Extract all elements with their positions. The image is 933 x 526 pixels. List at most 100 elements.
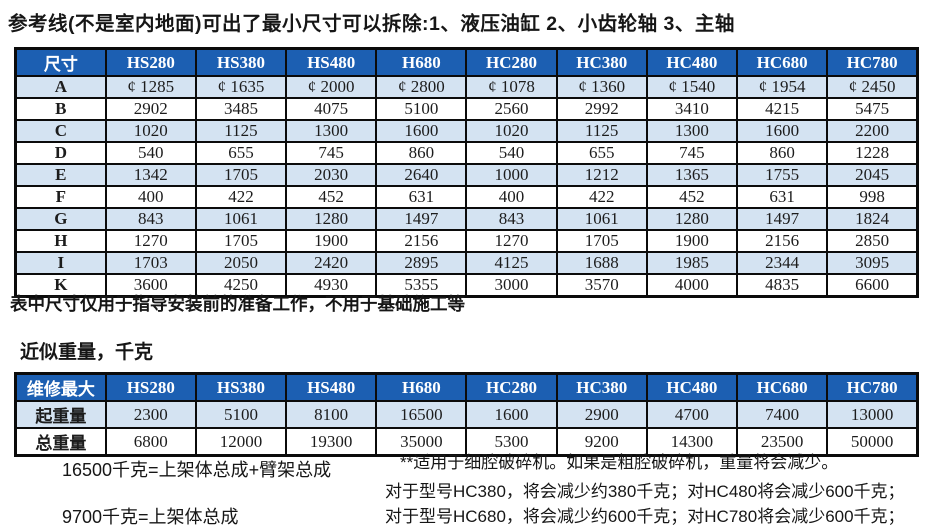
table-cell: 4930: [285, 273, 378, 298]
row-label: 起重量: [14, 400, 107, 429]
row-label: B: [14, 97, 107, 121]
table-cell: 400: [465, 185, 558, 209]
weights-heading: 近似重量，千克: [20, 342, 154, 363]
table-cell: 860: [375, 141, 468, 165]
table-cell: 4075: [285, 97, 378, 121]
footnote-right-line-3: 对于型号HC680，将会减少约600千克；对HC780将会减少600千克；: [385, 507, 905, 526]
table-cell: 14300: [645, 427, 739, 457]
table-cell: 860: [735, 141, 829, 165]
row-label: I: [14, 251, 107, 275]
column-header: HS280: [104, 372, 197, 402]
table-row: 总重量 6800 12000 19300 35000 5300 9200 14300 23500…: [14, 427, 919, 457]
table-cell: 1600: [735, 119, 829, 143]
table-cell: 745: [285, 141, 378, 165]
column-header: HS480: [285, 372, 378, 402]
table-cell: 19300: [285, 427, 378, 457]
column-header: HC780: [826, 47, 919, 77]
row-label: 总重量: [14, 427, 107, 457]
table-cell: 1703: [104, 251, 197, 275]
table-cell: 1824: [826, 207, 919, 231]
table-cell: 843: [465, 207, 558, 231]
row-label: K: [14, 273, 107, 298]
table-cell: 1020: [104, 119, 197, 143]
table-cell: 2902: [104, 97, 197, 121]
corner-header: 尺寸: [14, 47, 107, 77]
table-cell: ¢ 1954: [735, 75, 829, 99]
table-cell: 2200: [826, 119, 919, 143]
table-cell: 1497: [735, 207, 829, 231]
table-cell: 6800: [104, 427, 197, 457]
table-cell: 1125: [555, 119, 648, 143]
table-cell: 4125: [465, 251, 558, 275]
table-cell: 422: [555, 185, 648, 209]
table-cell: ¢ 1078: [465, 75, 558, 99]
table-cell: 12000: [194, 427, 288, 457]
dimensions-header-row: 尺寸 HS280 HS380 HS480 H680 HC280 HC380 HC480 HC68…: [14, 47, 919, 77]
table-cell: 1280: [285, 207, 378, 231]
table-cell: 400: [104, 185, 197, 209]
table-cell: 2900: [555, 400, 648, 429]
table-cell: 5355: [375, 273, 468, 298]
table-cell: 1270: [104, 229, 197, 253]
column-header: HC480: [645, 372, 739, 402]
table-cell: 1705: [555, 229, 648, 253]
table-row: G 843 1061 1280 1497 843 1061 1280 1497 1824: [14, 207, 919, 231]
table-cell: 8100: [285, 400, 378, 429]
table-cell: 1212: [555, 163, 648, 187]
table-row: C 1020 1125 1300 1600 1020 1125 1300 1600 2200: [14, 119, 919, 143]
corner-header: 维修最大: [14, 372, 107, 402]
table-cell: 2560: [465, 97, 558, 121]
table-cell: 2895: [375, 251, 468, 275]
table-cell: 1688: [555, 251, 648, 275]
table-row: 起重量 2300 5100 8100 16500 1600 2900 4700 7400 1300…: [14, 400, 919, 429]
footnote-left-line-2: 9700千克=上架体总成: [62, 507, 239, 526]
table-cell: 5300: [465, 427, 558, 457]
table-cell: 1755: [735, 163, 829, 187]
table-cell: 1000: [465, 163, 558, 187]
row-label: C: [14, 119, 107, 143]
column-header: H680: [375, 372, 468, 402]
column-header: H680: [375, 47, 468, 77]
table-cell: 3410: [645, 97, 739, 121]
column-header: HC480: [645, 47, 739, 77]
table-cell: 35000: [375, 427, 468, 457]
table-cell: 422: [194, 185, 288, 209]
table-cell: 1020: [465, 119, 558, 143]
table-cell: 1365: [645, 163, 739, 187]
table-cell: 1061: [194, 207, 288, 231]
table-row: D 540 655 745 860 540 655 745 860 1228: [14, 141, 919, 165]
column-header: HC280: [465, 47, 558, 77]
column-header: HS380: [194, 47, 288, 77]
column-header: HS280: [104, 47, 197, 77]
table-row: B 2902 3485 4075 5100 2560 2992 3410 4215 5475: [14, 97, 919, 121]
row-label: G: [14, 207, 107, 231]
table-cell: 1300: [645, 119, 739, 143]
dimensions-note: 表中尺寸仅用于指导安装前的准备工作，不用于基础施工等: [10, 294, 465, 314]
table-row: I 1703 2050 2420 2895 4125 1688 1985 2344 3095: [14, 251, 919, 275]
column-header: HC780: [826, 372, 919, 402]
table-cell: 1705: [194, 229, 288, 253]
column-header: HS480: [285, 47, 378, 77]
table-cell: 3570: [555, 273, 648, 298]
table-cell: 50000: [826, 427, 919, 457]
table-cell: 2045: [826, 163, 919, 187]
table-cell: 2030: [285, 163, 378, 187]
table-cell: 2050: [194, 251, 288, 275]
footnote-right-line-1: **适用于细腔破碎机。如果是粗腔破碎机，重量将会减少。: [400, 453, 839, 472]
footnote-right-line-2: 对于型号HC380，将会减少约380千克；对HC480将会减少600千克；: [385, 482, 905, 501]
table-cell: 23500: [735, 427, 829, 457]
table-cell: 3000: [465, 273, 558, 298]
table-cell: 2300: [104, 400, 197, 429]
table-cell: 540: [104, 141, 197, 165]
table-cell: 2850: [826, 229, 919, 253]
table-cell: 1280: [645, 207, 739, 231]
table-cell: 4000: [645, 273, 739, 298]
row-label: E: [14, 163, 107, 187]
table-cell: 2992: [555, 97, 648, 121]
table-cell: ¢ 1360: [555, 75, 648, 99]
table-cell: 2344: [735, 251, 829, 275]
table-cell: 1061: [555, 207, 648, 231]
column-header: HC380: [555, 47, 648, 77]
table-cell: 452: [285, 185, 378, 209]
table-cell: ¢ 1285: [104, 75, 197, 99]
